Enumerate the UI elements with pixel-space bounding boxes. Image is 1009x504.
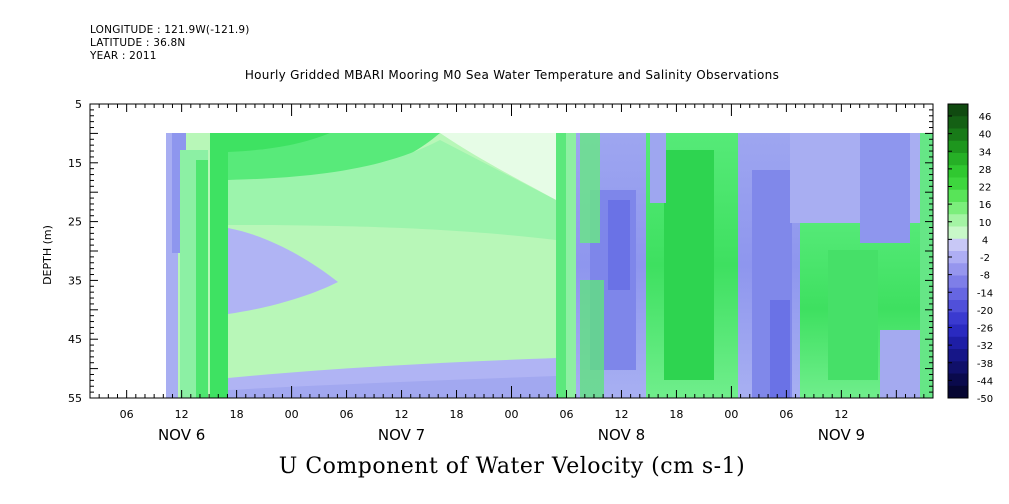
- x-tick-labels: 06 12 18 00 06 12 18 00 06 12 18 00 06 12: [120, 408, 849, 421]
- colorbar-swatch: [948, 202, 968, 215]
- colorbar-swatch: [948, 373, 968, 387]
- x-day-labels: NOV 6 NOV 7 NOV 8 NOV 9: [158, 426, 865, 444]
- colorbar-label: 10: [979, 218, 992, 229]
- x-tick-label: 12: [395, 408, 409, 421]
- y-tick-label: 5: [75, 98, 82, 111]
- colorbar-label: -44: [977, 376, 993, 387]
- colorbar-frame: [947, 103, 969, 399]
- colorbar-swatch: [948, 251, 968, 264]
- y-tick-label: 15: [68, 157, 82, 170]
- x-tick-label: 06: [120, 408, 134, 421]
- x-tick-label: 00: [285, 408, 299, 421]
- x-tick-label: 06: [340, 408, 354, 421]
- colorbar-swatch: [948, 189, 968, 203]
- y-tick-label: 25: [68, 216, 82, 229]
- colorbar-label: -14: [977, 288, 993, 299]
- y-tick-labels: 5 15 25 35 45 55: [68, 98, 82, 405]
- colorbar-label: -8: [980, 271, 990, 282]
- colorbar-label: -32: [977, 341, 993, 352]
- colorbar-label: -38: [977, 359, 993, 370]
- colorbar-swatch: [948, 349, 968, 362]
- colorbar-label: -2: [980, 253, 990, 264]
- colorbar-swatch: [948, 165, 968, 178]
- colorbar-label: -50: [977, 394, 993, 405]
- y-axis-label: DEPTH (m): [41, 225, 54, 285]
- colorbar-swatch: [948, 385, 968, 399]
- axes: [89, 103, 934, 399]
- colorbar-swatch: [948, 214, 968, 227]
- y-tick-label: 45: [68, 333, 82, 346]
- y-tick-label: 55: [68, 392, 82, 405]
- colorbar-swatch: [948, 361, 968, 374]
- x-tick-label: 12: [834, 408, 848, 421]
- colorbar-swatch: [948, 104, 968, 117]
- longitude-text: LONGITUDE : 121.9W(-121.9): [90, 24, 250, 36]
- colorbar: 46 40 34 28 22 16 10 4 -2 -8 -14 -20 -26 -32 -38 -44 -50: [947, 103, 993, 405]
- velocity-field: [166, 133, 933, 398]
- chart-title: Hourly Gridded MBARI Mooring M0 Sea Wate…: [244, 68, 780, 82]
- colorbar-swatch: [948, 324, 968, 338]
- x-day-label: NOV 7: [378, 426, 425, 444]
- colorbar-swatch: [948, 336, 968, 350]
- colorbar-swatch: [948, 153, 968, 166]
- x-tick-label: 18: [669, 408, 683, 421]
- colorbar-label: 28: [979, 165, 992, 176]
- colorbar-swatch: [948, 177, 968, 191]
- colorbar-label: 40: [979, 130, 992, 141]
- colorbar-label: 16: [979, 200, 992, 211]
- x-day-label: NOV 6: [158, 426, 205, 444]
- colorbar-swatch: [948, 238, 968, 252]
- colorbar-swatch: [948, 312, 968, 325]
- x-tick-label: 12: [614, 408, 628, 421]
- colorbar-label: -20: [977, 306, 993, 317]
- colorbar-label: 34: [979, 147, 992, 158]
- colorbar-swatch: [948, 140, 968, 154]
- year-text: YEAR : 2011: [90, 50, 157, 62]
- colorbar-label: -26: [977, 324, 993, 335]
- x-tick-label: 18: [230, 408, 244, 421]
- x-day-label: NOV 9: [818, 426, 865, 444]
- x-tick-label: 00: [724, 408, 738, 421]
- colorbar-swatch: [948, 128, 968, 142]
- x-tick-label: 06: [779, 408, 793, 421]
- y-tick-label: 35: [68, 274, 82, 287]
- colorbar-swatch: [948, 263, 968, 276]
- colorbar-label: 4: [982, 235, 988, 246]
- x-tick-label: 06: [559, 408, 573, 421]
- colorbar-label: 22: [979, 183, 992, 194]
- colorbar-swatch: [948, 300, 968, 313]
- colorbar-swatch: [948, 275, 968, 289]
- colorbar-swatch: [948, 287, 968, 301]
- colorbar-swatch: [948, 116, 968, 129]
- colorbar-swatch: [948, 226, 968, 240]
- x-tick-label: 12: [175, 408, 189, 421]
- x-tick-label: 18: [450, 408, 464, 421]
- colorbar-label: 46: [979, 112, 992, 123]
- x-tick-label: 00: [505, 408, 519, 421]
- latitude-text: LATITUDE : 36.8N: [90, 37, 186, 49]
- x-axis-label: U Component of Water Velocity (cm s-1): [278, 454, 746, 479]
- x-day-label: NOV 8: [598, 426, 645, 444]
